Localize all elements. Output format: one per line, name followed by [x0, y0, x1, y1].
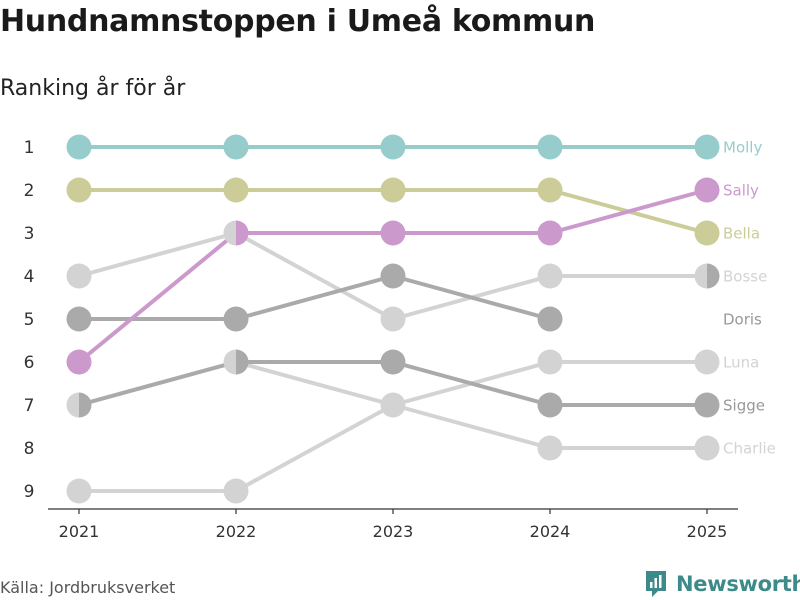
- newsworthy-logo-icon: [646, 571, 666, 597]
- x-tick-label: 2023: [373, 522, 414, 541]
- series-bella: [66, 177, 720, 246]
- data-point: [694, 220, 720, 246]
- brand-name: Newsworthy: [676, 572, 800, 596]
- y-tick-label: 8: [24, 439, 35, 459]
- y-tick-label: 4: [24, 267, 35, 287]
- x-tick-label: 2024: [530, 522, 571, 541]
- data-point-right: [236, 349, 249, 375]
- series-sigge: [66, 263, 563, 332]
- end-label-sally: Sally: [723, 182, 759, 200]
- series-molly: [66, 134, 720, 160]
- y-tick-label: 7: [24, 396, 35, 416]
- data-point-left: [66, 392, 79, 418]
- data-point: [537, 392, 563, 418]
- series-doris: [66, 263, 720, 418]
- data-point: [694, 134, 720, 160]
- y-tick-label: 1: [24, 138, 35, 158]
- data-point: [223, 478, 249, 504]
- data-point: [223, 306, 249, 332]
- y-tick-label: 2: [24, 181, 35, 201]
- data-point: [537, 134, 563, 160]
- data-point: [380, 349, 406, 375]
- series-sally: [66, 177, 720, 375]
- brand-logo: Newsworthy: [644, 568, 800, 600]
- data-point: [223, 134, 249, 160]
- end-label-sigge: Sigge: [723, 397, 765, 415]
- series-line: [79, 274, 551, 321]
- data-point: [380, 263, 406, 289]
- data-point: [694, 435, 720, 461]
- source-note: Källa: Jordbruksverket: [0, 578, 176, 597]
- end-label-bosse: Bosse: [723, 268, 767, 286]
- chart-title: Hundnamnstoppen i Umeå kommun: [0, 4, 596, 39]
- data-point-left: [223, 220, 236, 246]
- data-point: [537, 263, 563, 289]
- data-point: [66, 306, 92, 332]
- chart-subtitle: Ranking år för år: [0, 76, 186, 101]
- data-point: [223, 177, 249, 203]
- data-point: [66, 349, 92, 375]
- data-point: [537, 435, 563, 461]
- data-point-right: [393, 392, 406, 418]
- data-point: [380, 220, 406, 246]
- data-point: [66, 263, 92, 289]
- end-label-doris: Doris: [723, 311, 762, 329]
- data-point: [537, 220, 563, 246]
- data-point: [380, 134, 406, 160]
- end-label-bella: Bella: [723, 225, 760, 243]
- data-point: [537, 349, 563, 375]
- data-point: [537, 177, 563, 203]
- data-point: [537, 306, 563, 332]
- data-point: [694, 392, 720, 418]
- y-tick-label: 6: [24, 353, 35, 373]
- x-tick-label: 2021: [59, 522, 100, 541]
- data-point: [66, 478, 92, 504]
- series-line: [236, 360, 707, 407]
- data-point: [66, 177, 92, 203]
- y-tick-label: 5: [24, 310, 35, 330]
- series-line: [79, 403, 707, 493]
- end-label-luna: Luna: [723, 354, 759, 372]
- data-point: [694, 177, 720, 203]
- data-point-right: [236, 220, 249, 246]
- series-bosse: [66, 231, 707, 332]
- data-point-right: [79, 392, 92, 418]
- end-label-molly: Molly: [723, 139, 762, 157]
- end-label-charlie: Charlie: [723, 440, 776, 458]
- series-sigge-b: [223, 349, 720, 418]
- data-point: [380, 177, 406, 203]
- data-point-right: [707, 263, 720, 289]
- series-line: [78, 360, 237, 407]
- x-tick-label: 2022: [216, 522, 257, 541]
- series-charlie: [66, 403, 720, 504]
- y-tick-label: 3: [24, 224, 35, 244]
- data-point: [694, 349, 720, 375]
- data-point-left: [223, 349, 236, 375]
- data-point-left: [694, 263, 707, 289]
- data-point: [380, 306, 406, 332]
- x-tick-label: 2025: [687, 522, 728, 541]
- y-tick-label: 9: [24, 482, 35, 502]
- data-point-left: [380, 392, 393, 418]
- data-point: [66, 134, 92, 160]
